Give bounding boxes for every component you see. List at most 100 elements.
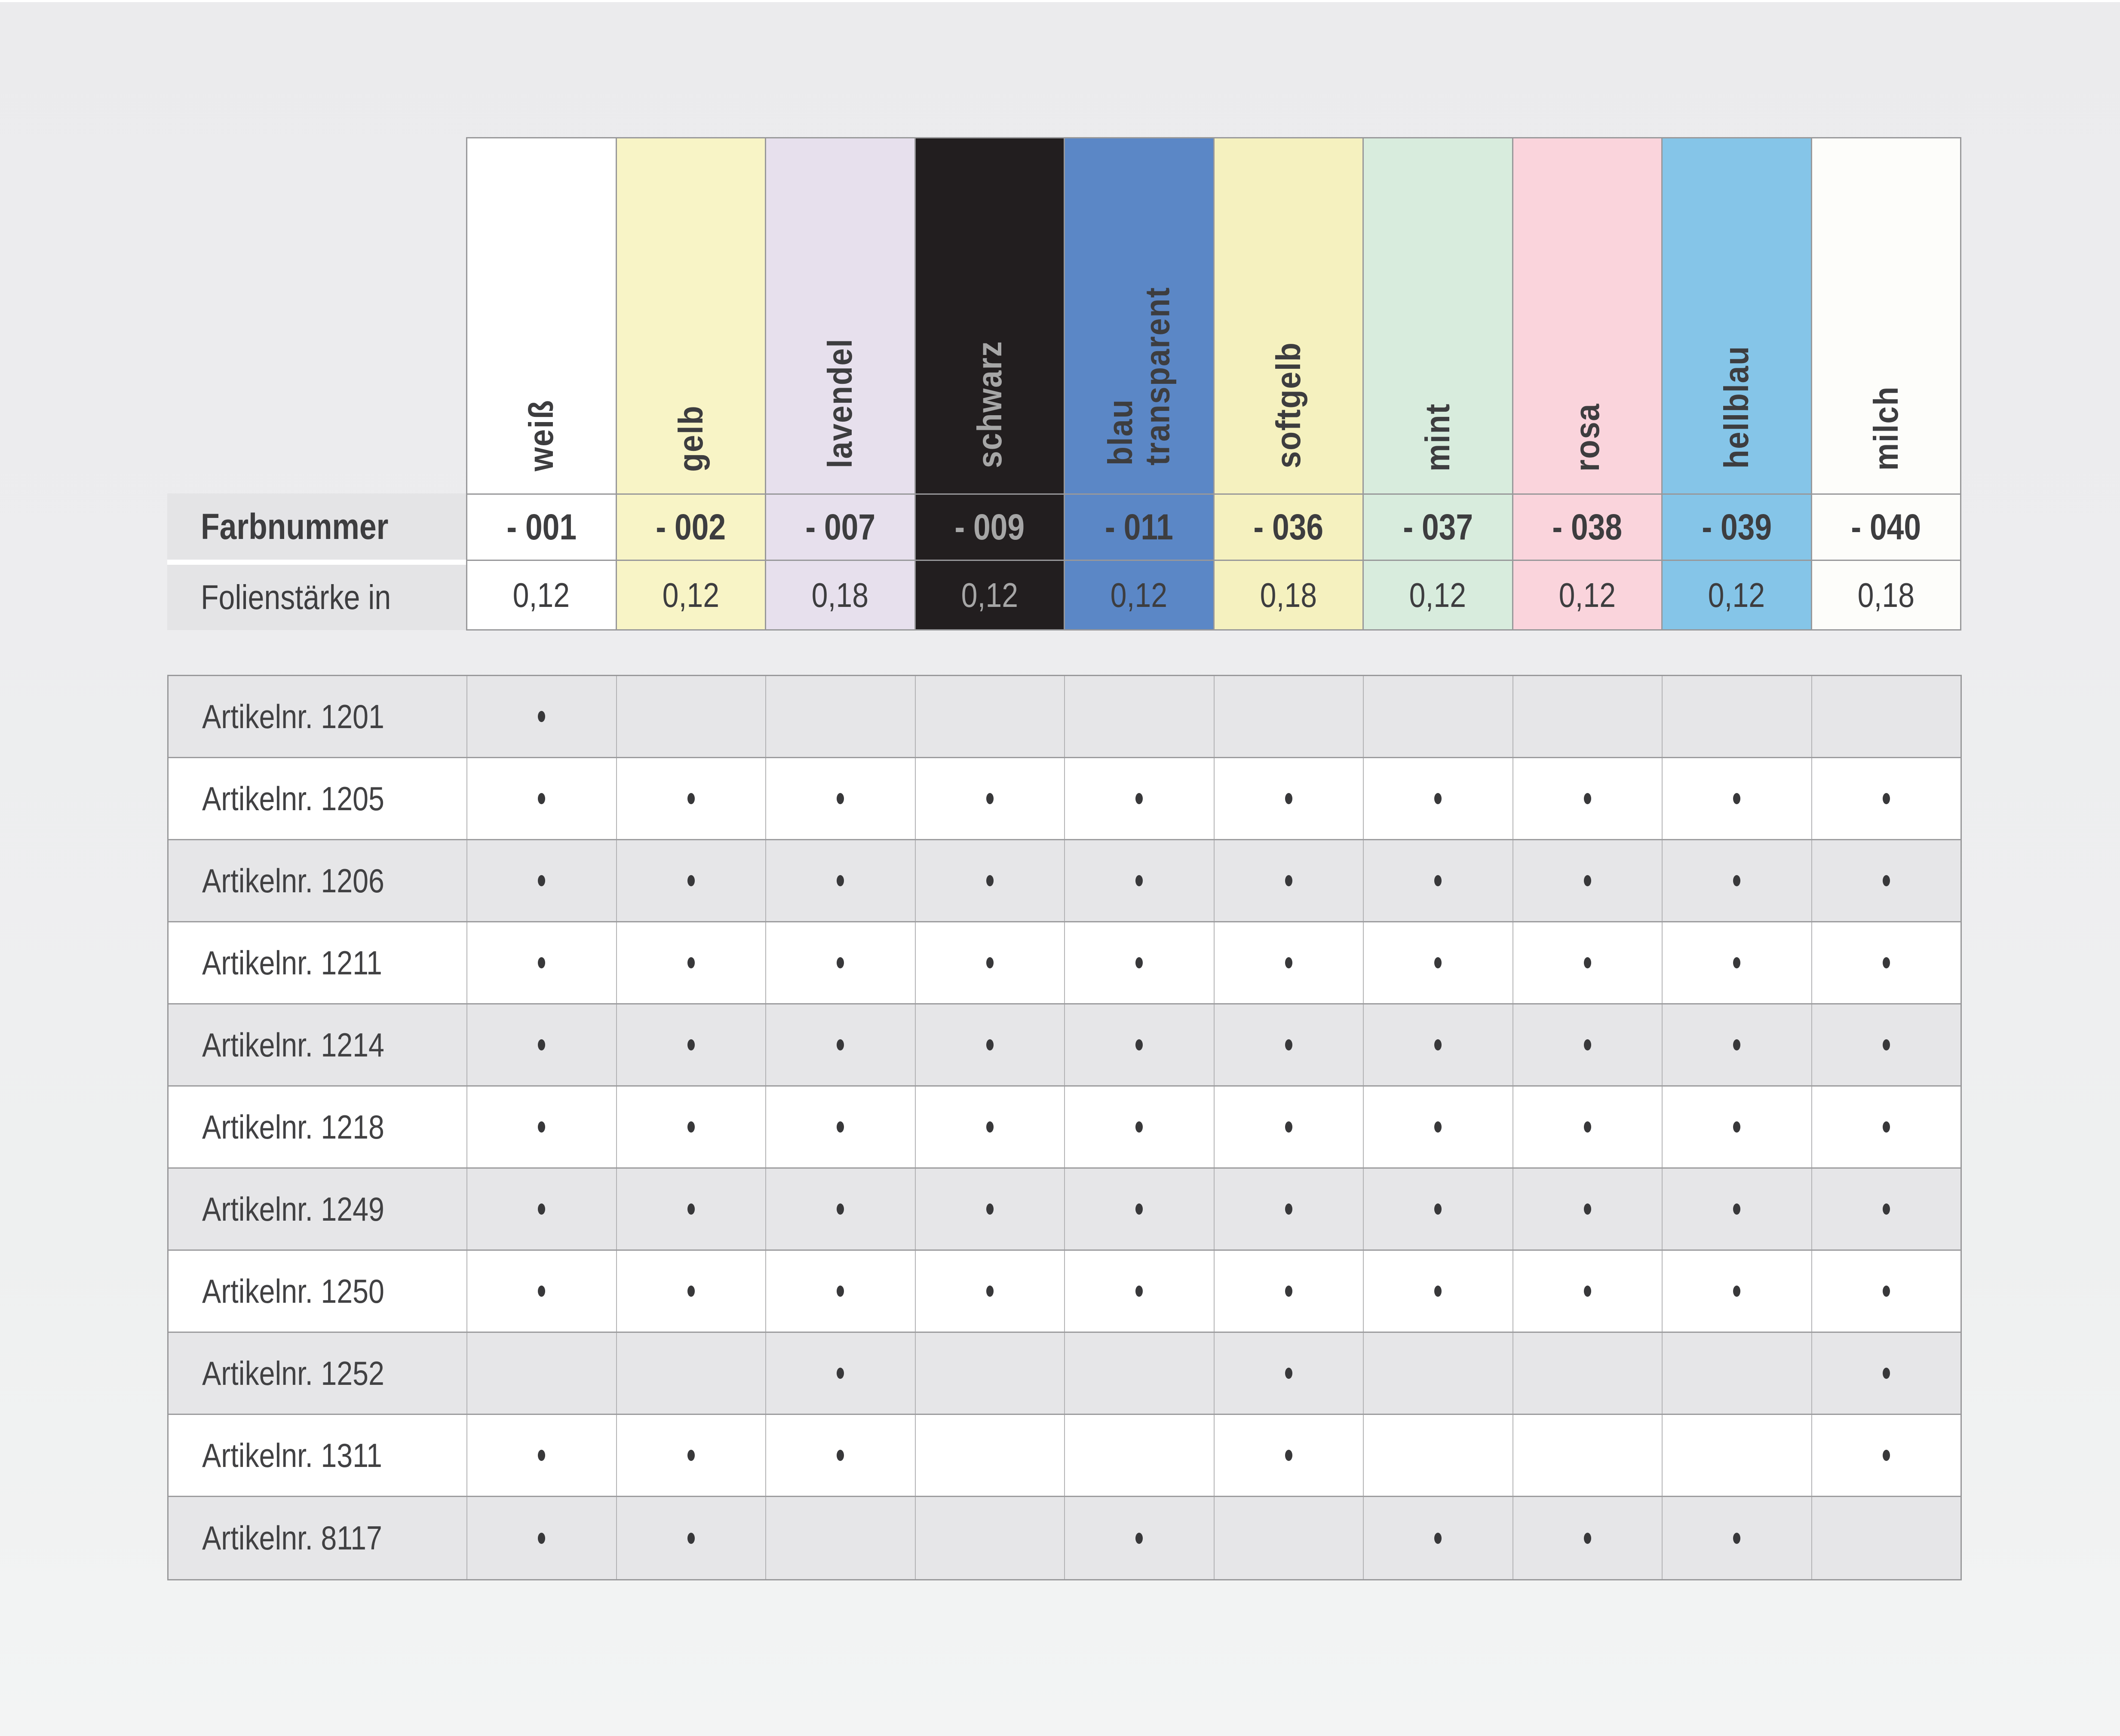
availability-cell xyxy=(1215,1251,1364,1332)
availability-cell xyxy=(1513,922,1663,1003)
availability-dot xyxy=(837,1039,844,1050)
availability-dot xyxy=(1434,793,1442,804)
row-label: Artikelnr. 1205 xyxy=(169,758,467,839)
availability-dot xyxy=(1583,1121,1591,1133)
availability-dot xyxy=(1285,1039,1292,1050)
availability-cell xyxy=(1065,676,1215,757)
availability-dot xyxy=(538,1039,546,1050)
availability-cell xyxy=(1513,1497,1663,1579)
availability-dot xyxy=(687,1286,695,1297)
folienstaerke-value: 0,12 xyxy=(1409,576,1467,614)
availability-dot xyxy=(1285,1450,1292,1461)
availability-cell xyxy=(1364,1169,1513,1249)
row-label: Artikelnr. 1201 xyxy=(169,676,467,757)
availability-cell xyxy=(467,1251,617,1332)
availability-dot xyxy=(1434,1532,1442,1544)
row-label: Artikelnr. 1206 xyxy=(169,840,467,921)
availability-cell xyxy=(1663,1004,1812,1085)
availability-cell xyxy=(1364,1004,1513,1085)
availability-cell xyxy=(916,676,1065,757)
availability-cell xyxy=(916,1169,1065,1249)
availability-dot xyxy=(1882,1450,1890,1461)
availability-cell xyxy=(1065,840,1215,921)
availability-dot xyxy=(1135,1286,1143,1297)
row-label-text: Artikelnr. 1250 xyxy=(202,1272,384,1310)
availability-dot xyxy=(687,957,695,968)
availability-dot xyxy=(837,1368,844,1379)
availability-cell xyxy=(766,840,916,921)
row-label-text: Artikelnr. 1211 xyxy=(202,943,382,982)
availability-dot xyxy=(837,1450,844,1461)
availability-cell xyxy=(467,1087,617,1167)
availability-cell xyxy=(1065,1415,1215,1496)
availability-cell xyxy=(1065,1333,1215,1414)
availability-dot xyxy=(1135,1039,1143,1050)
availability-cell xyxy=(467,1169,617,1249)
availability-dot xyxy=(1733,875,1741,886)
availability-cell xyxy=(916,1251,1065,1332)
availability-cell xyxy=(1513,1087,1663,1167)
availability-cell xyxy=(1513,676,1663,757)
availability-cell xyxy=(1663,1497,1812,1579)
availability-dot xyxy=(1285,957,1292,968)
availability-dot xyxy=(1583,957,1591,968)
farbnummer-value: - 001 xyxy=(506,507,577,547)
farbnummer-row-label-text: Farbnummer xyxy=(201,506,389,547)
row-label-text: Artikelnr. 1201 xyxy=(202,697,384,735)
availability-cell xyxy=(1663,1087,1812,1167)
availability-cell xyxy=(1513,1004,1663,1085)
table-row: Artikelnr. 1205 xyxy=(169,758,1960,840)
availability-cell xyxy=(467,1333,617,1414)
availability-cell xyxy=(1663,1251,1812,1332)
color-name-area: blau transparent xyxy=(1065,138,1213,493)
availability-cell xyxy=(1663,758,1812,839)
availability-cell xyxy=(617,840,766,921)
availability-dot xyxy=(538,1286,546,1297)
folienstaerke-value: 0,12 xyxy=(1111,576,1168,614)
color-name-area: gelb xyxy=(617,138,765,493)
farbnummer-value-cell: - 038 xyxy=(1513,493,1661,560)
availability-cell xyxy=(1663,840,1812,921)
color-name-label: gelb xyxy=(671,405,710,472)
availability-cell xyxy=(766,1251,916,1332)
table-row: Artikelnr. 1211 xyxy=(169,922,1960,1004)
availability-dot xyxy=(986,957,994,968)
table-row: Artikelnr. 1252 xyxy=(169,1333,1960,1415)
availability-cell xyxy=(1065,1169,1215,1249)
availability-dot xyxy=(1583,1532,1591,1544)
row-label-text: Artikelnr. 1214 xyxy=(202,1026,384,1064)
availability-cell xyxy=(1065,1004,1215,1085)
color-name-area: hellblau xyxy=(1663,138,1811,493)
availability-cell xyxy=(617,1415,766,1496)
availability-dot xyxy=(837,875,844,886)
availability-cell xyxy=(1364,922,1513,1003)
folienstaerke-value: 0,18 xyxy=(812,576,869,614)
row-label: Artikelnr. 1214 xyxy=(169,1004,467,1085)
color-name-label: hellblau xyxy=(1717,345,1756,469)
table-row: Artikelnr. 1311 xyxy=(169,1415,1960,1497)
color-name-area: milch xyxy=(1812,138,1960,493)
folienstaerke-value: 0,12 xyxy=(1559,576,1616,614)
article-availability-table: Artikelnr. 1201 Artikelnr. 1205 Artikelnr.… xyxy=(167,675,1962,1580)
availability-cell xyxy=(1364,1087,1513,1167)
availability-cell xyxy=(617,676,766,757)
availability-cell xyxy=(916,840,1065,921)
availability-dot xyxy=(1733,1203,1741,1215)
availability-dot xyxy=(1882,1121,1890,1133)
availability-cell xyxy=(467,676,617,757)
availability-dot xyxy=(1882,875,1890,886)
availability-cell xyxy=(916,1004,1065,1085)
availability-cell xyxy=(1215,1333,1364,1414)
availability-dot xyxy=(1583,875,1591,886)
row-label-text: Artikelnr. 1218 xyxy=(202,1108,384,1146)
availability-dot xyxy=(1434,1121,1442,1133)
availability-dot xyxy=(837,1286,844,1297)
availability-dot xyxy=(538,1121,546,1133)
table-row: Artikelnr. 1250 xyxy=(169,1251,1960,1333)
availability-cell xyxy=(1812,1333,1961,1414)
availability-dot xyxy=(986,1121,994,1133)
availability-cell xyxy=(1065,922,1215,1003)
row-label-text: Artikelnr. 1205 xyxy=(202,779,384,817)
availability-dot xyxy=(1882,1039,1890,1050)
row-label: Artikelnr. 1249 xyxy=(169,1169,467,1249)
